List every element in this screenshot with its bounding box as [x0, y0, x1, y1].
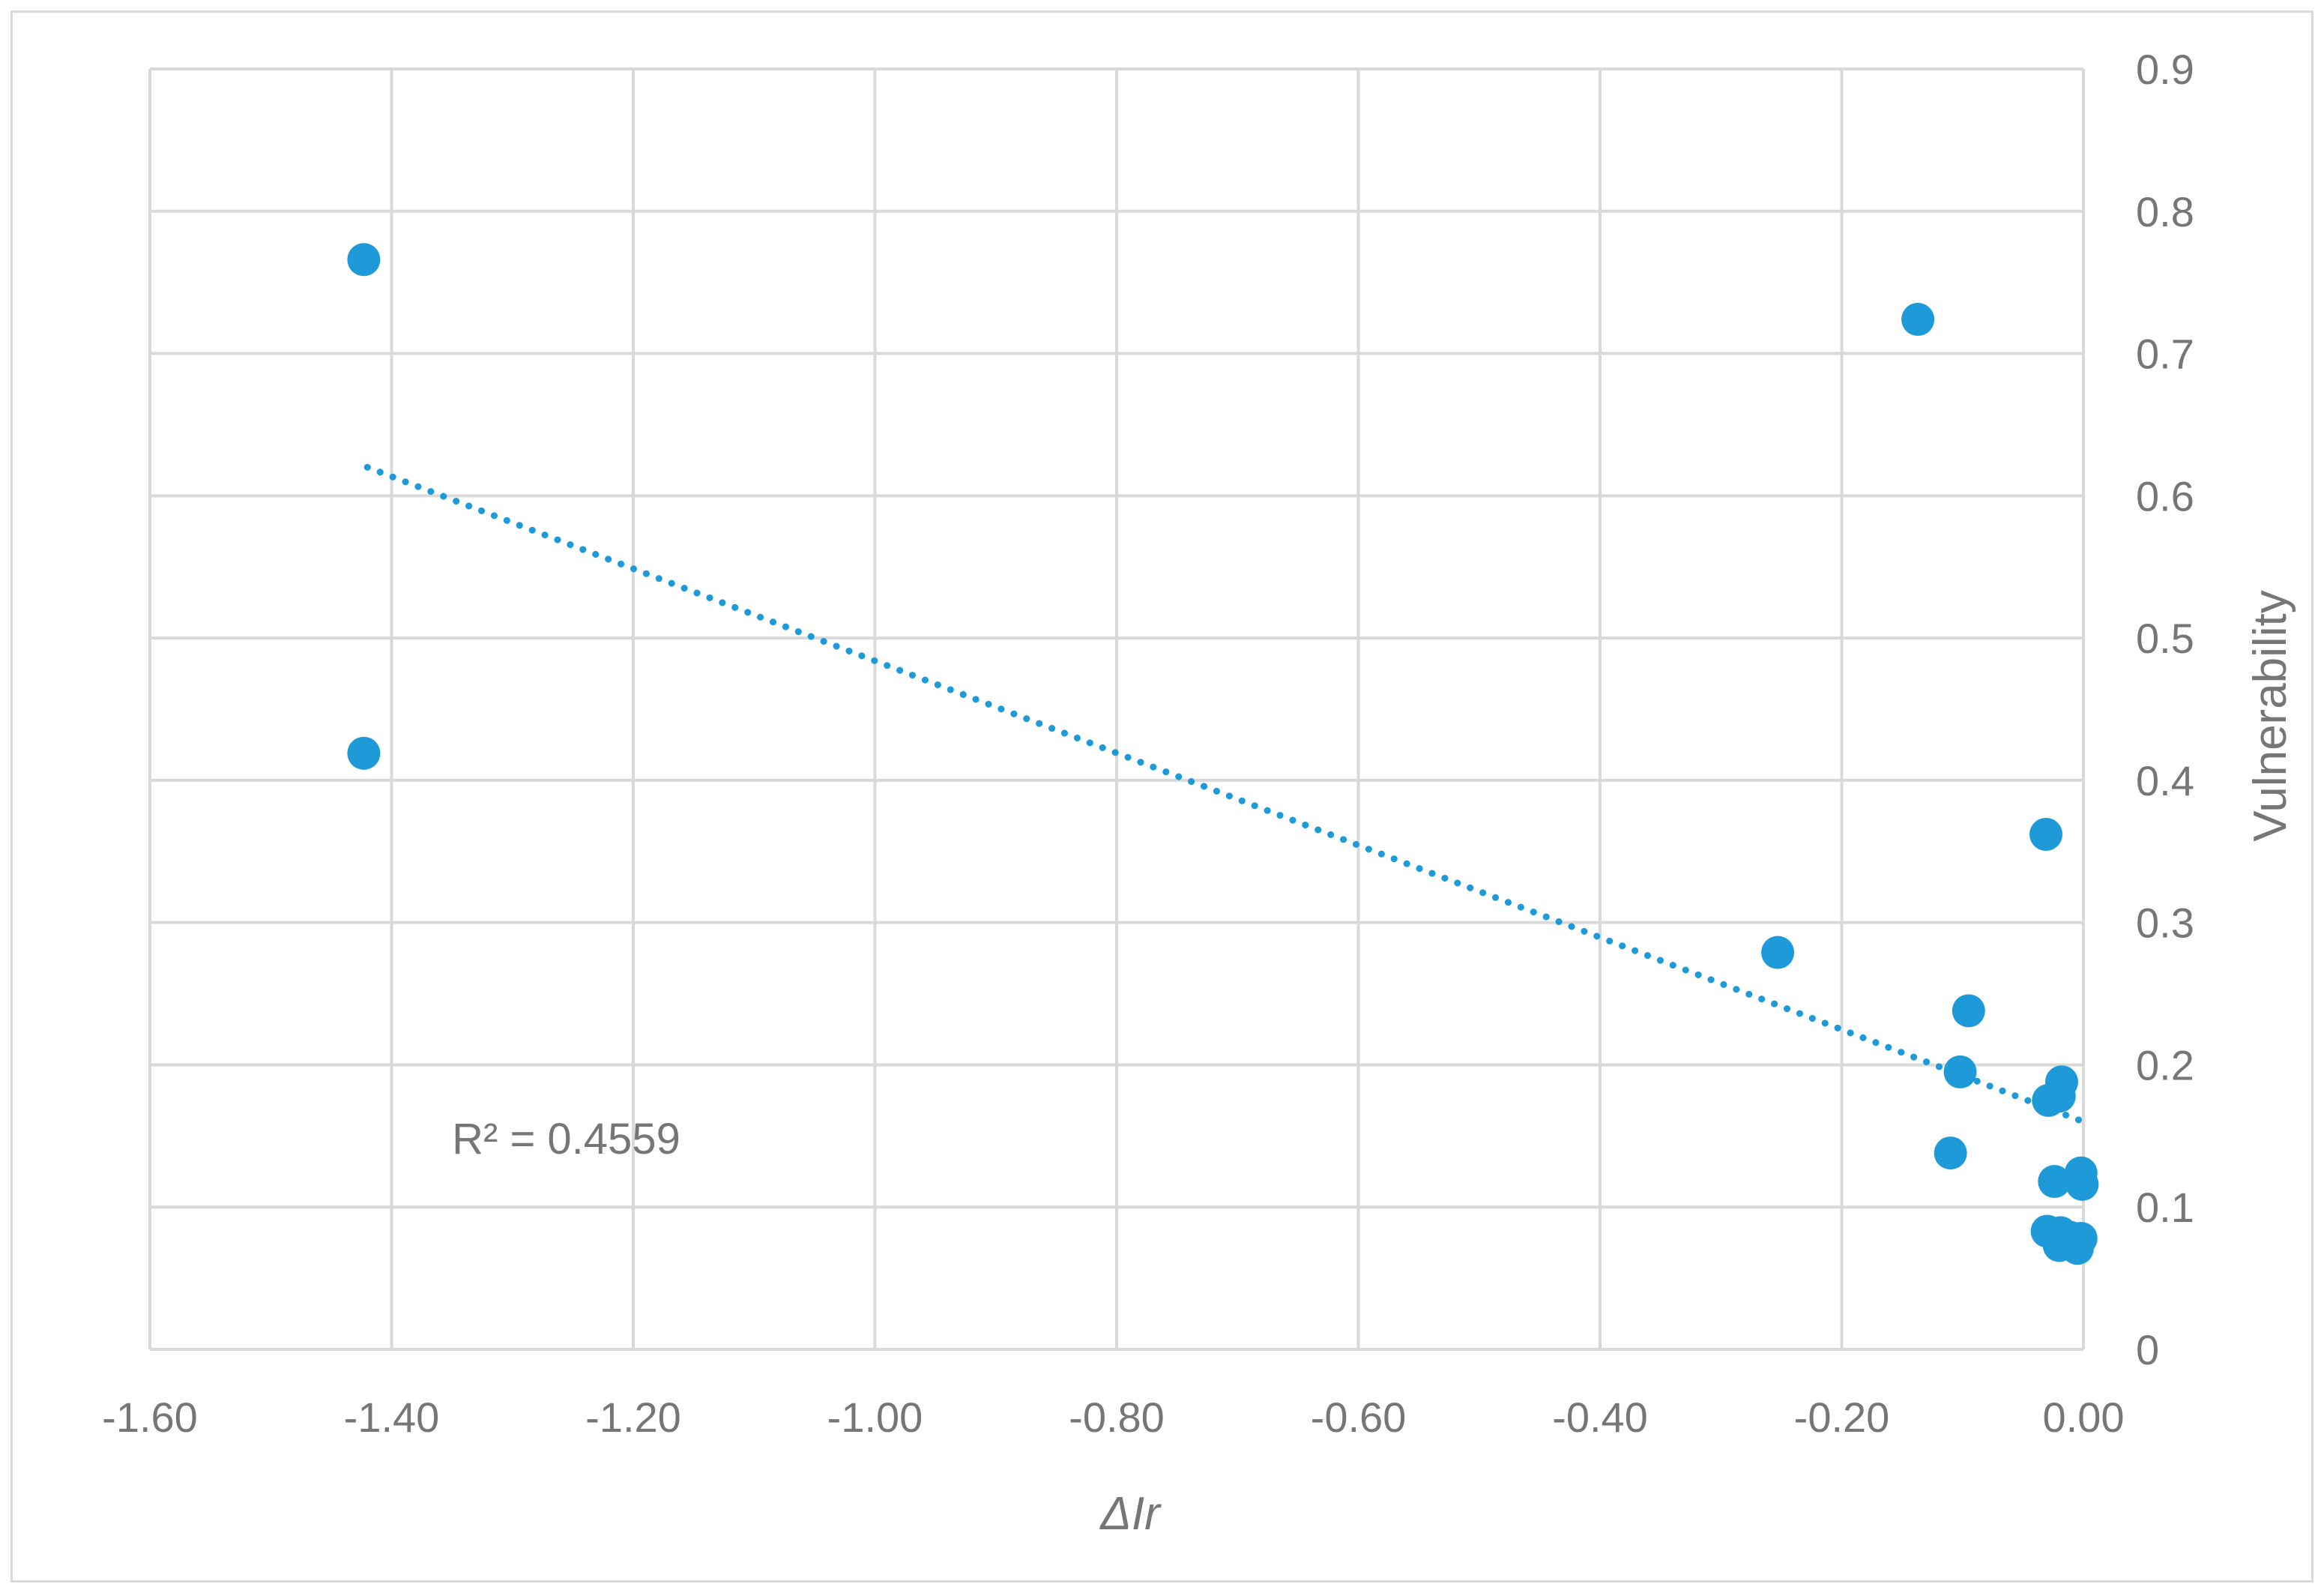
data-point: [2029, 818, 2063, 852]
y-tick-label: 0.4: [2136, 757, 2194, 804]
x-tick-label: -1.40: [344, 1394, 440, 1441]
y-tick-label: 0.2: [2136, 1041, 2194, 1088]
point-layer: [347, 243, 2099, 1265]
data-point: [1901, 303, 1935, 337]
y-tick-label: 0.6: [2136, 472, 2194, 520]
data-point: [347, 736, 381, 770]
y-tick-label: 0.9: [2136, 46, 2194, 93]
trendline: [363, 463, 2087, 1125]
y-tick-label: 0.5: [2136, 615, 2194, 662]
data-point: [2060, 1232, 2094, 1265]
chart-frame: [10, 10, 2314, 1583]
data-point: [1943, 1055, 1977, 1088]
x-tick-label: -0.20: [1794, 1394, 1890, 1441]
x-tick-label: -0.60: [1311, 1394, 1407, 1441]
x-axis-title: ΔIr: [1099, 1488, 1162, 1540]
axis-layer: -1.60 -1.40 -1.20 -1.00 -0.80 -0.60 -0.40 -0.20…: [102, 46, 2194, 1441]
x-tick-label: -1.20: [585, 1394, 681, 1441]
x-tick-label: -0.80: [1069, 1394, 1165, 1441]
x-tick-label: -1.60: [102, 1394, 198, 1441]
data-point: [1761, 936, 1795, 969]
x-tick-label: -1.00: [827, 1394, 923, 1441]
x-tick-label: -0.40: [1552, 1394, 1648, 1441]
data-point: [1934, 1136, 1967, 1170]
y-tick-label: 0.8: [2136, 188, 2194, 235]
data-point: [2032, 1083, 2065, 1117]
trendline-layer: [363, 463, 2087, 1125]
grid-layer: [148, 67, 2085, 1349]
text-layer: ΔIr Vulnerability R² = 0.4559: [452, 590, 2296, 1540]
data-point: [2065, 1167, 2099, 1201]
y-axis-title: Vulnerability: [2245, 590, 2296, 841]
y-tick-label: 0.7: [2136, 331, 2194, 378]
r-squared-label: R² = 0.4559: [452, 1115, 680, 1163]
y-tick-label: 0.1: [2136, 1184, 2194, 1231]
data-point: [347, 243, 381, 277]
x-tick-label: 0.00: [2043, 1394, 2125, 1441]
y-tick-label: 0.3: [2136, 900, 2194, 947]
y-tick-label: 0: [2136, 1326, 2159, 1373]
data-point: [1952, 994, 1985, 1028]
data-point: [2038, 1165, 2071, 1199]
